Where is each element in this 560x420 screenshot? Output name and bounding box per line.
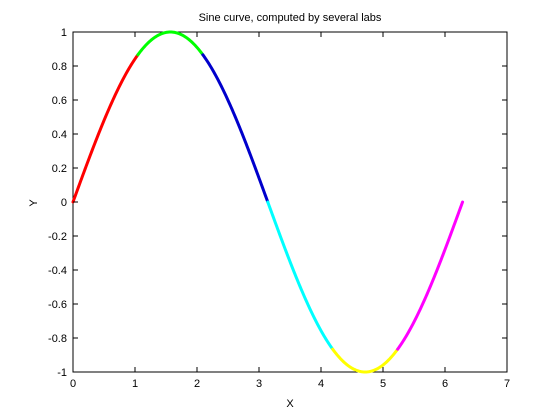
series-line-segment-1 [71,53,140,204]
ticks-layer: 0 1 2 3 4 5 6 7 -1 -0.8 -0.6 -0.4 -0.2 0 0.2 0.4 0.6 0.8 1 [48,27,510,390]
y-tick-label: 1 [61,27,67,39]
x-tick-label: 0 [70,378,76,390]
y-tick-label: 0.6 [52,95,67,107]
series-line-segment-6 [396,200,465,351]
series-layer [71,30,465,374]
series-line-segment-2 [136,30,205,57]
x-tick-label: 5 [380,378,386,390]
x-tick-label: 3 [256,378,262,390]
series-line-segment-3 [201,53,270,204]
series-line-segment-4 [266,200,335,351]
y-tick-label: 0.8 [52,61,67,73]
x-tick-label: 6 [442,378,448,390]
y-tick-label: 0.4 [52,129,67,141]
axes-layer [72,31,508,373]
y-tick-label: -0.8 [48,333,67,345]
x-tick-label: 7 [504,378,510,390]
y-tick-label: -1 [57,367,67,379]
y-tick-label: -0.6 [48,299,67,311]
y-tick-label: -0.4 [48,265,67,277]
y-tick-label: 0 [61,197,67,209]
x-tick-label: 1 [132,378,138,390]
y-tick-label: 0.2 [52,163,67,175]
x-axis-label: X [286,398,294,410]
y-tick-label: -0.2 [48,231,67,243]
x-tick-label: 4 [318,378,324,390]
x-tick-label: 2 [194,378,200,390]
y-axis-label: Y [28,199,40,207]
chart-title: Sine curve, computed by several labs [199,12,382,24]
axes-frame [72,31,508,373]
series-line-segment-5 [331,347,400,374]
